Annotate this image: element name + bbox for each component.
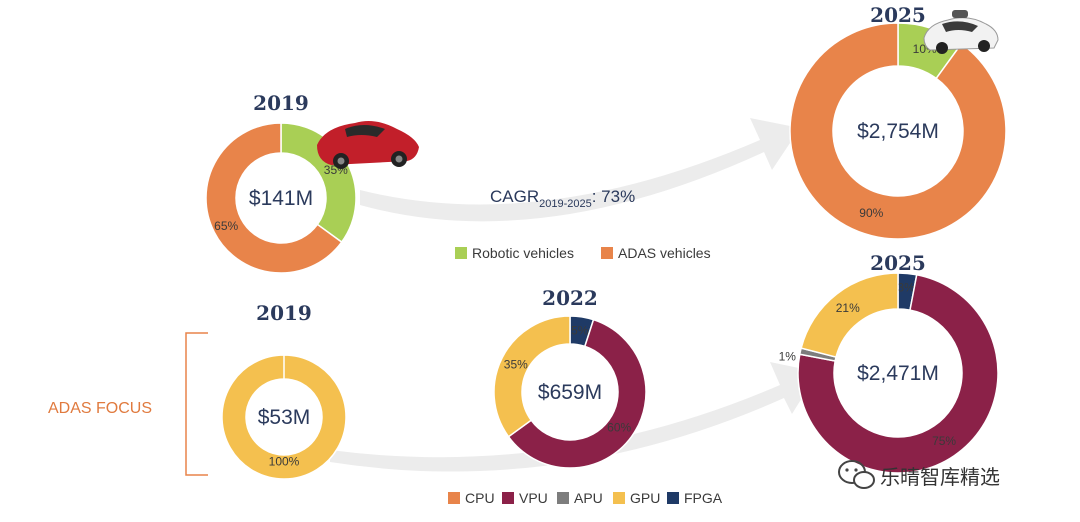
adas-focus-bracket — [185, 332, 208, 476]
legend-swatch-fpga — [667, 492, 679, 504]
year-title: 2025 — [870, 3, 926, 27]
year-title: 2019 — [253, 91, 309, 115]
slice-label: 35% — [504, 357, 528, 371]
legend-label-gpu: GPU — [630, 490, 660, 506]
year-title: 2025 — [870, 251, 926, 275]
slice-label: 21% — [836, 301, 860, 315]
legend-swatch-vpu — [502, 492, 514, 504]
legend-processors: CPU VPU APU GPU FPGA — [448, 490, 723, 506]
slice-gpu — [221, 354, 347, 480]
legend-swatch-gpu — [613, 492, 625, 504]
donut-hole — [834, 67, 962, 195]
brand-badge: 乐晴智库精选 — [838, 460, 1000, 489]
legend-label-robotic: Robotic vehicles — [472, 245, 574, 261]
slice-label: 100% — [269, 455, 300, 469]
legend-label-apu: APU — [574, 490, 603, 506]
year-title: 2019 — [256, 301, 312, 325]
legend-label-adas: ADAS vehicles — [618, 245, 711, 261]
adas-focus-label: ADAS FOCUS — [48, 400, 152, 417]
red-car-icon — [317, 121, 419, 169]
cagr-arrow-top — [360, 118, 800, 222]
legend-vehicles: Robotic vehicles ADAS vehicles — [455, 245, 711, 261]
center-total: $2,471M — [857, 362, 939, 385]
legend-label-cpu: CPU — [465, 490, 495, 506]
wechat-icon — [838, 460, 875, 489]
center-total: $659M — [538, 381, 602, 404]
slice-label: 5% — [571, 323, 589, 337]
donut-hole — [523, 345, 617, 439]
cagr-label: CAGR2019-2025: 73% — [490, 187, 635, 210]
legend-label-fpga: FPGA — [684, 490, 723, 506]
donut-hole — [237, 154, 325, 242]
legend-swatch-robotic — [455, 247, 467, 259]
robotaxi-icon — [923, 10, 999, 54]
slice-label: 65% — [214, 219, 238, 233]
slice-label: 90% — [859, 206, 883, 220]
center-total: $141M — [249, 187, 313, 210]
legend-label-vpu: VPU — [519, 490, 548, 506]
slice-vpu — [797, 273, 999, 474]
slice-gpu — [493, 315, 571, 438]
center-total: $53M — [258, 406, 311, 429]
donut-2025-processors: 3% 75% 1% 21% $2,471M 2025 — [779, 251, 999, 474]
slice-adas-vehicles — [789, 22, 1007, 240]
legend-swatch-adas — [601, 247, 613, 259]
slice-label: 60% — [607, 421, 631, 435]
slice-vpu — [507, 318, 647, 469]
slice-adas-vehicles — [205, 122, 343, 274]
donut-hole — [247, 380, 321, 454]
donut-hole — [835, 310, 961, 436]
slice-gpu — [800, 272, 899, 358]
donut-2019-processors: 100% $53M 2019 — [221, 301, 347, 480]
legend-swatch-cpu — [448, 492, 460, 504]
year-title: 2022 — [542, 286, 598, 310]
legend-swatch-apu — [557, 492, 569, 504]
slice-label: 3% — [897, 280, 915, 294]
slice-label: 75% — [932, 434, 956, 448]
center-total: $2,754M — [857, 120, 939, 143]
brand-name: 乐晴智库精选 — [880, 465, 1000, 489]
slice-label: 1% — [779, 349, 797, 363]
donut-2022-processors: 5% 60% 35% $659M 2022 — [493, 286, 647, 469]
